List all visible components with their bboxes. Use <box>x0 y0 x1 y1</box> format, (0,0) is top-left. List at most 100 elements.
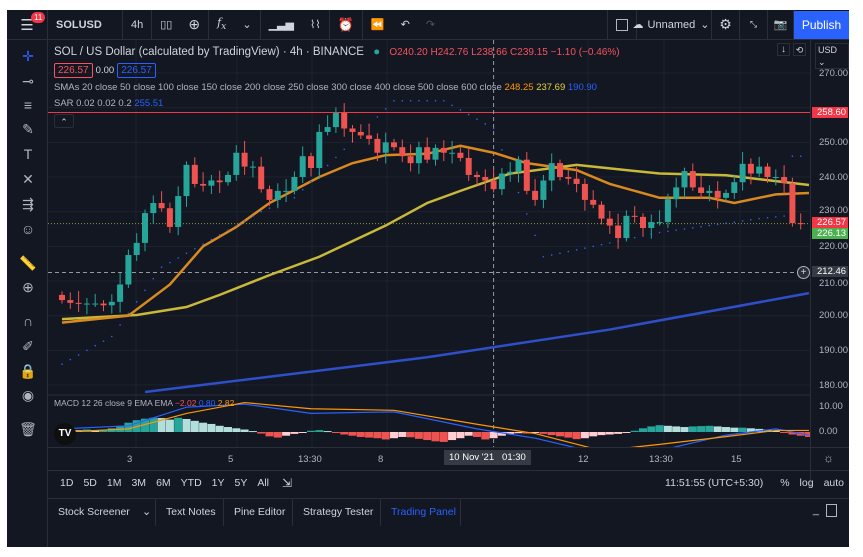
candle <box>548 163 555 181</box>
log-scale-toggle[interactable]: log <box>799 477 814 489</box>
candle <box>117 284 124 302</box>
percent-scale-toggle[interactable]: % <box>780 477 790 489</box>
sar-dot <box>326 164 329 167</box>
sar-dot <box>775 216 777 218</box>
currency-select[interactable]: USD ⌄ <box>815 43 849 69</box>
crosshair-icon[interactable]: ✛ <box>22 48 34 64</box>
zoom-in-icon[interactable]: ⊕ <box>22 279 34 295</box>
macd-histogram-bar <box>298 432 307 433</box>
candle <box>465 157 472 175</box>
symbol-search[interactable]: SOLUSD <box>48 9 123 40</box>
range-all[interactable]: All <box>257 477 270 489</box>
undo-button[interactable]: ↶ <box>393 10 418 40</box>
range-1d[interactable]: 1D <box>60 477 74 489</box>
prediction-icon[interactable]: ⇶ <box>22 196 34 212</box>
sar-legend[interactable]: SAR 0.02 0.02 0.2 <box>54 98 132 109</box>
candle <box>100 303 107 306</box>
eye-icon[interactable]: ◉ <box>21 387 35 403</box>
financials-button[interactable]: ⌇⌇ <box>302 9 330 40</box>
tab-trading-panel[interactable]: Trading Panel <box>381 499 461 526</box>
time-axis[interactable]: 3 5 13:30 8 12 13:30 15 10 Nov '21 01:30… <box>48 447 849 470</box>
macd-histogram-bar <box>315 430 324 432</box>
macd-histogram-bar <box>124 422 133 432</box>
maximize-panel-icon[interactable] <box>826 504 837 517</box>
chart-type-button[interactable]: ▯▯ <box>152 10 180 40</box>
range-6m[interactable]: 6M <box>156 477 171 489</box>
sma-legend[interactable]: SMAs 20 close 50 close 100 close 150 clo… <box>54 82 502 93</box>
macd-label[interactable]: MACD 12 26 close 9 EMA EMA <box>54 398 173 408</box>
lock-drawing-icon[interactable]: ✐ <box>22 338 34 354</box>
macd-histogram-bar <box>481 432 490 440</box>
brush-icon[interactable]: ✎ <box>22 121 34 137</box>
sar-dot <box>700 225 702 228</box>
chevron-down-icon[interactable]: ⌄ <box>142 506 152 518</box>
publish-button[interactable]: Publish <box>794 11 849 39</box>
buy-button[interactable]: 226.57 <box>117 63 156 78</box>
macd-histogram-bar <box>697 426 706 432</box>
clock[interactable]: 11:51:55 (UTC+5:30) <box>665 477 764 489</box>
add-alert-plus-button[interactable]: + <box>797 266 810 279</box>
macd-histogram-bar <box>356 432 365 437</box>
indicators-dropdown[interactable]: ⌄ <box>234 9 261 40</box>
sell-button[interactable]: 226.57 <box>54 63 93 78</box>
tab-text-notes[interactable]: Text Notes <box>156 499 224 526</box>
scroll-down-button[interactable]: ↓ <box>777 43 790 56</box>
main-menu-button[interactable]: ☰ 11 <box>7 9 48 40</box>
text-icon[interactable]: T <box>23 146 33 162</box>
sar-dot <box>343 148 346 151</box>
reset-chart-button[interactable]: ⟲ <box>793 43 806 56</box>
sar-dot <box>418 99 420 102</box>
layout-name-button[interactable]: ☁ Unnamed ⌄ <box>631 9 712 40</box>
compare-button[interactable]: ⊕ <box>180 9 210 40</box>
ruler-icon[interactable]: 📏 <box>19 255 37 271</box>
tab-strategy-tester[interactable]: Strategy Tester <box>293 499 381 526</box>
redo-button[interactable]: ↷ <box>418 10 443 40</box>
range-5y[interactable]: 5Y <box>234 477 248 489</box>
candle <box>183 164 190 197</box>
range-1y[interactable]: 1Y <box>211 477 225 489</box>
candle <box>83 303 90 305</box>
tab-pine-editor[interactable]: Pine Editor <box>224 499 293 526</box>
tab-stock-screener[interactable]: Stock Screener <box>48 499 156 526</box>
macd-histogram-bar <box>647 426 656 432</box>
candle <box>797 223 804 225</box>
settings-sun-icon[interactable]: ☼ <box>823 451 834 465</box>
range-ytd[interactable]: YTD <box>180 477 202 489</box>
tradingview-logo[interactable]: TV <box>54 423 76 445</box>
emoji-icon[interactable]: ☺ <box>20 221 36 237</box>
auto-scale-toggle[interactable]: auto <box>823 477 844 489</box>
snapshot-button[interactable]: 📷 <box>768 9 794 40</box>
trash-icon[interactable]: 🗑 <box>19 421 37 437</box>
trend-line-icon[interactable]: ⊸ <box>22 73 34 89</box>
indicators-button[interactable]: fx <box>209 10 234 40</box>
fullscreen-button[interactable]: ⤡ <box>740 9 768 40</box>
pattern-icon[interactable]: ✕ <box>22 171 34 187</box>
sar-dot <box>194 247 196 250</box>
sar-dot <box>550 254 553 256</box>
alert-button[interactable]: ⏰ <box>330 9 363 40</box>
settings-button[interactable]: ⚙ <box>712 9 740 40</box>
minimize-panel-icon[interactable]: _ <box>812 504 819 516</box>
collapse-legend-button[interactable]: ⌃ <box>54 114 74 128</box>
magnet-icon[interactable]: ∩ <box>22 313 34 329</box>
candle <box>133 242 140 256</box>
price-chart[interactable] <box>48 40 810 447</box>
sar-dot <box>492 127 495 130</box>
menu-icon: ☰ <box>20 16 34 34</box>
fib-icon[interactable]: ≡ <box>23 97 33 113</box>
macd-histogram-bar <box>307 430 315 432</box>
templates-button[interactable]: ▁▃▅ <box>261 10 302 40</box>
goto-date-icon[interactable]: ⇲ <box>282 476 293 490</box>
lock-icon[interactable]: 🔒 <box>19 363 37 379</box>
candle <box>490 180 497 190</box>
candle <box>532 190 539 200</box>
price-axis[interactable]: USD ⌄ 270.00 250.00 240.00 230.00 220.00 210.… <box>810 40 849 487</box>
candle <box>233 152 240 175</box>
range-1m[interactable]: 1M <box>106 477 122 489</box>
range-3m[interactable]: 3M <box>131 477 147 489</box>
layout-select-button[interactable] <box>607 9 637 40</box>
interval-button[interactable]: 4h <box>123 9 153 40</box>
sar-dot <box>675 229 677 231</box>
range-5d[interactable]: 5D <box>83 477 97 489</box>
replay-button[interactable]: ⏪ <box>363 10 393 40</box>
